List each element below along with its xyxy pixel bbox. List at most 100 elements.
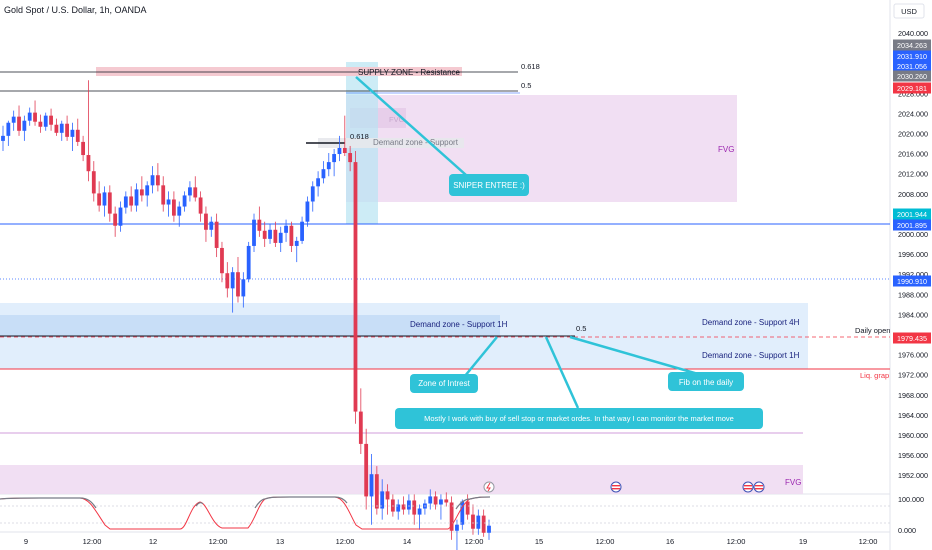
candle [465, 494, 470, 520]
demand-zone-1h-left [0, 315, 500, 337]
candle [241, 272, 246, 308]
us-flag-event-icon[interactable] [610, 481, 622, 493]
candle [449, 496, 454, 540]
price-tick: 2008.000 [898, 190, 928, 199]
supply-zone-area [96, 67, 462, 76]
time-tick: 14 [403, 537, 411, 546]
fvg-small-label: FVG [389, 115, 405, 124]
price-tick: 1972.000 [898, 371, 928, 380]
candle [390, 494, 395, 517]
candle [81, 135, 86, 162]
price-tick: 1952.000 [898, 471, 928, 480]
price-tick: 1988.000 [898, 290, 928, 299]
candle [278, 226, 283, 252]
indicator-line [0, 496, 491, 530]
price-tag: 2030.260 [893, 70, 931, 82]
candle [182, 191, 187, 212]
supply-zone-label: SUPPLY ZONE - Resistance [358, 68, 461, 77]
price-tag: 2031.056 [893, 60, 931, 72]
fvg-right-label: FVG [718, 145, 734, 154]
candle [204, 206, 208, 242]
candle [353, 151, 358, 424]
candle [257, 206, 262, 237]
liq-grap-label: Liq. grap [860, 371, 889, 380]
candle [252, 213, 256, 252]
candle [417, 504, 422, 530]
time-tick: 15 [535, 537, 543, 546]
candle [17, 105, 21, 136]
candle [284, 219, 288, 242]
candle [262, 221, 267, 247]
price-tick: 1984.000 [898, 310, 928, 319]
daily-open-label: Daily open [855, 326, 890, 335]
note-callout[interactable]: Mostly I work with buy of sell stop or m… [395, 408, 763, 429]
candle [161, 176, 166, 212]
candle [65, 115, 69, 141]
candle [439, 494, 443, 520]
svg-text:2001.895: 2001.895 [897, 221, 927, 230]
candle [380, 479, 385, 520]
time-axis[interactable]: 9 12:00 12 12:00 13 12:00 14 12:00 15 12:00 16 12:0… [24, 537, 877, 546]
candle [113, 206, 118, 237]
fib-daily-pointer [569, 335, 706, 378]
time-tick: 12:00 [209, 537, 228, 546]
candle [401, 496, 406, 515]
candle [369, 454, 374, 525]
svg-text:2031.910: 2031.910 [897, 52, 927, 61]
candle [70, 122, 75, 151]
time-tick: 12:00 [859, 537, 878, 546]
price-tick: 2040.000 [898, 29, 928, 38]
symbol-title: Gold Spot / U.S. Dollar, 1h, OANDA [4, 5, 147, 15]
candle [374, 466, 379, 515]
candle [348, 145, 353, 172]
candle [268, 223, 272, 244]
price-tag: 2034.263 [893, 39, 931, 51]
candle [476, 509, 481, 535]
svg-text:1979.435: 1979.435 [897, 334, 927, 343]
candle [305, 196, 310, 227]
fib-0618-mid-label: 0.618 [350, 132, 369, 141]
lightning-event-icon[interactable] [483, 481, 495, 493]
price-axis[interactable]: 2040.0002036.0002032.0002028.0002024.000… [898, 29, 928, 480]
time-tick: 12:00 [336, 537, 355, 546]
candle [220, 241, 224, 283]
svg-text:2034.263: 2034.263 [897, 41, 927, 50]
candle [118, 201, 123, 232]
time-tick: 12 [149, 537, 157, 546]
candle [22, 115, 27, 141]
note-text: Mostly I work with buy of sell stop or m… [424, 414, 734, 423]
candle [11, 110, 16, 131]
fib-daily-callout[interactable]: Fib on the daily [668, 372, 744, 391]
price-tick: 1960.000 [898, 431, 928, 440]
zone-of-interest-callout[interactable]: Zone of Intrest [410, 374, 478, 393]
candle [385, 484, 390, 515]
candle [316, 171, 320, 197]
currency-button[interactable]: USD [901, 7, 917, 16]
time-tick: 12:00 [83, 537, 102, 546]
candle [209, 216, 214, 237]
demand-zone-small [318, 138, 464, 148]
candle [300, 216, 304, 244]
candle [423, 499, 427, 515]
candle [54, 118, 59, 136]
price-tick: 1968.000 [898, 391, 928, 400]
price-tick: 1976.000 [898, 351, 928, 360]
price-tick: 2024.000 [898, 109, 928, 118]
price-tick: 1964.000 [898, 411, 928, 420]
candle [364, 428, 369, 510]
candle [166, 191, 171, 217]
candle [150, 166, 155, 194]
sniper-callout[interactable]: SNIPER ENTREE :) [449, 174, 529, 196]
note-pointer [544, 336, 580, 409]
candle [412, 494, 417, 525]
candle [33, 100, 37, 126]
svg-text:2029.181: 2029.181 [897, 84, 927, 93]
price-tag: 1979.435 [893, 332, 931, 344]
candle [471, 504, 475, 535]
us-flag-event-icon[interactable] [753, 481, 765, 493]
us-flag-event-icon[interactable] [742, 481, 754, 493]
candle [49, 108, 53, 131]
price-tag: 2001.944 [893, 208, 931, 220]
